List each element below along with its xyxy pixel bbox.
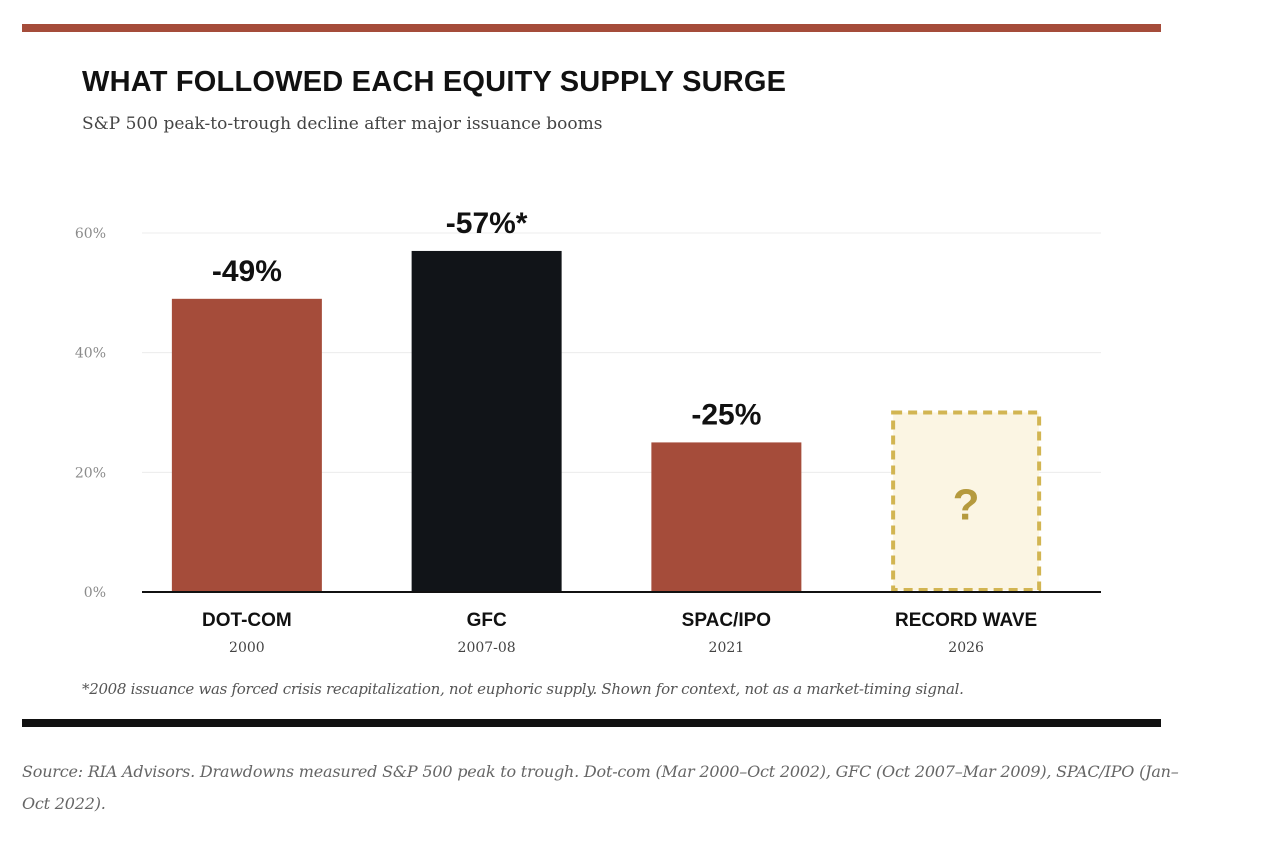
top-accent-rule [22, 24, 1161, 32]
category-label: DOT-COM [202, 610, 292, 631]
y-axis-ticks: 0% 20% 40% 60% [75, 226, 106, 601]
footnote: *2008 issuance was forced crisis recapit… [82, 680, 964, 698]
value-label: -57%* [446, 207, 528, 240]
category-label: GFC [467, 610, 507, 631]
bars: -49% -57%* -25%? [171, 207, 1042, 592]
category-year: 2026 [948, 640, 984, 656]
bar-spac-ipo [651, 442, 802, 592]
bottom-rule [22, 719, 1161, 727]
chart-subtitle: S&P 500 peak-to-trough decline after maj… [82, 114, 603, 134]
source-note: Source: RIA Advisors. Drawdowns measured… [22, 762, 1179, 813]
question-mark-label: ? [953, 480, 980, 529]
category-year: 2021 [709, 640, 745, 656]
y-tick-label: 20% [75, 465, 106, 481]
bar-placeholder-record-wave [891, 410, 1042, 592]
category-year: 2007-08 [458, 640, 516, 656]
y-tick-label: 40% [75, 346, 106, 362]
category-label: RECORD WAVE [895, 610, 1037, 631]
bar-dot-com [171, 298, 322, 592]
y-tick-label: 0% [84, 585, 106, 601]
value-label: -25% [691, 398, 761, 431]
y-tick-label: 60% [75, 226, 106, 242]
value-label: -49% [212, 255, 282, 288]
category-label: SPAC/IPO [682, 610, 771, 631]
chart-title: WHAT FOLLOWED EACH EQUITY SUPPLY SURGE [82, 66, 787, 98]
bar-gfc [411, 250, 562, 592]
category-year: 2000 [229, 640, 265, 656]
category-labels: DOT-COM 2000 GFC 2007-08 SPAC/IPO 2021 RECORD … [202, 610, 1037, 656]
